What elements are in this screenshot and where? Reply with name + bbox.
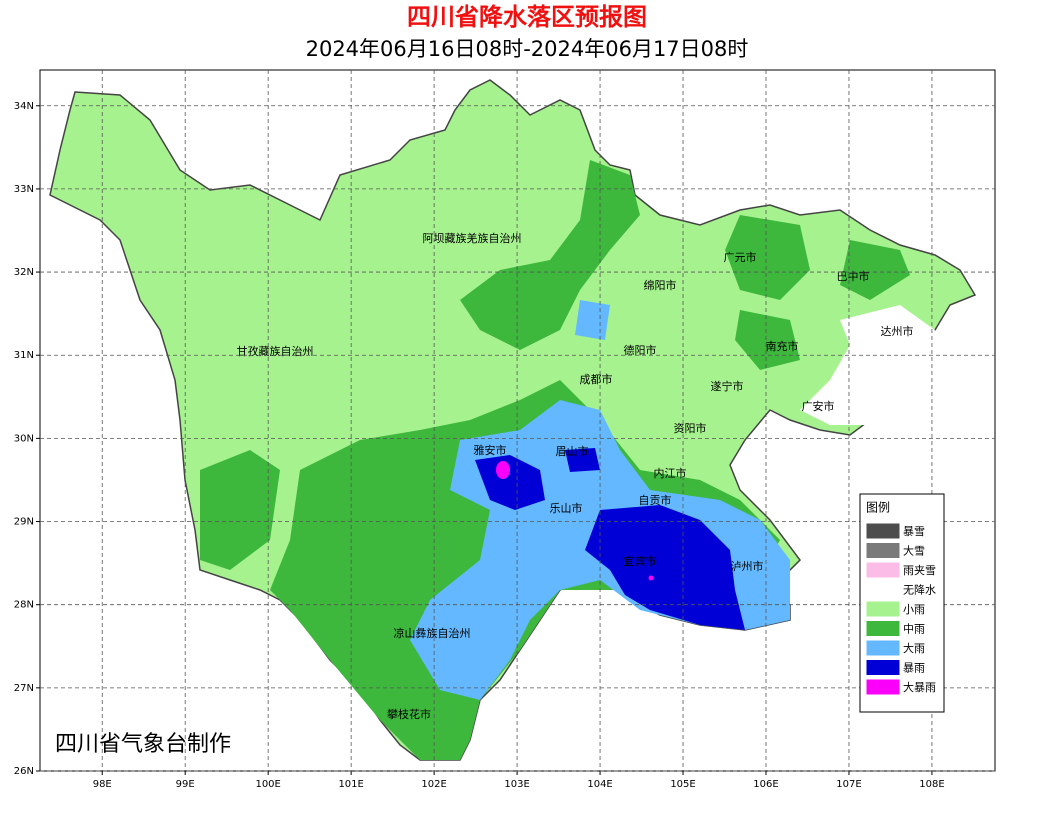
legend-label: 小雨 [903, 603, 925, 616]
city-label: 甘孜藏族自治州 [237, 344, 314, 358]
city-label: 成都市 [580, 372, 613, 386]
legend-swatch [865, 600, 901, 618]
legend-label: 暴雪 [903, 525, 925, 538]
legend-swatch [865, 542, 901, 559]
province [49, 79, 977, 761]
title: 四川省降水落区预报图 [407, 3, 647, 31]
city-label: 资阳市 [674, 421, 707, 435]
y-tick-label: 32N [14, 267, 34, 278]
city-label: 绵阳市 [644, 278, 677, 292]
y-tick-label: 33N [14, 184, 34, 195]
credit: 四川省气象台制作 [55, 732, 231, 757]
city-label: 凉山彝族自治州 [394, 626, 471, 640]
legend-title: 图例 [866, 501, 890, 515]
x-tick-label: 99E [176, 779, 195, 790]
city-label: 泸州市 [731, 559, 764, 573]
x-tick-label: 101E [338, 779, 363, 790]
city-label: 攀枝花市 [387, 707, 431, 721]
y-tick-label: 31N [14, 350, 34, 361]
x-tick-label: 102E [421, 779, 446, 790]
legend-swatch [865, 659, 901, 676]
x-tick-label: 105E [670, 779, 695, 790]
legend-label: 暴雨 [903, 662, 925, 675]
city-label: 内江市 [654, 466, 687, 480]
city-label: 遂宁市 [711, 379, 744, 393]
x-tick-label: 107E [836, 779, 861, 790]
city-label: 宜宾市 [624, 554, 657, 568]
x-tick-label: 100E [255, 779, 280, 790]
city-label: 南充市 [766, 339, 799, 353]
city-label: 广元市 [724, 250, 757, 264]
city-label: 雅安市 [474, 443, 507, 457]
y-tick-label: 28N [14, 600, 34, 611]
city-label: 德阳市 [624, 343, 657, 357]
legend-swatch [865, 561, 901, 579]
x-tick-label: 103E [504, 779, 529, 790]
legend-swatch [865, 639, 901, 657]
city-label: 自贡市 [639, 493, 672, 507]
graticule: 98E 99E 100E 101E 102E 103E 104E 105E 106E 107E 10… [14, 70, 995, 790]
y-tick-label: 29N [14, 517, 34, 528]
city-label: 眉山市 [556, 444, 589, 458]
legend-swatch [865, 620, 901, 637]
city-label: 巴中市 [837, 269, 870, 283]
legend-label: 大雪 [903, 544, 925, 558]
legend-label: 中雨 [903, 623, 925, 636]
legend-label: 雨夹雪 [903, 564, 936, 577]
city-label: 广安市 [802, 399, 835, 413]
legend-label: 大暴雨 [903, 680, 936, 694]
legend-label: 大雨 [903, 641, 925, 655]
y-tick-label: 26N [14, 766, 34, 777]
legend-swatch [865, 581, 901, 598]
city-label: 阿坝藏族羌族自治州 [423, 231, 522, 245]
x-tick-label: 104E [587, 779, 612, 790]
legend-label: 无降水 [903, 583, 936, 597]
legend-swatch [865, 678, 901, 696]
subtitle: 2024年06月16日08时-2024年06月17日08时 [306, 37, 749, 61]
x-tick-label: 98E [93, 779, 112, 790]
y-tick-label: 34N [14, 101, 34, 112]
city-label: 乐山市 [550, 501, 583, 515]
city-labels: 阿坝藏族羌族自治州 广元市 巴中市 绵阳市 达州市 甘孜藏族自治州 德阳市 南充… [237, 231, 914, 721]
city-label: 达州市 [881, 324, 914, 338]
x-tick-label: 108E [919, 779, 944, 790]
y-tick-label: 27N [14, 683, 34, 694]
legend-swatch [865, 522, 901, 540]
x-tick-label: 106E [753, 779, 778, 790]
y-tick-label: 30N [14, 433, 34, 444]
